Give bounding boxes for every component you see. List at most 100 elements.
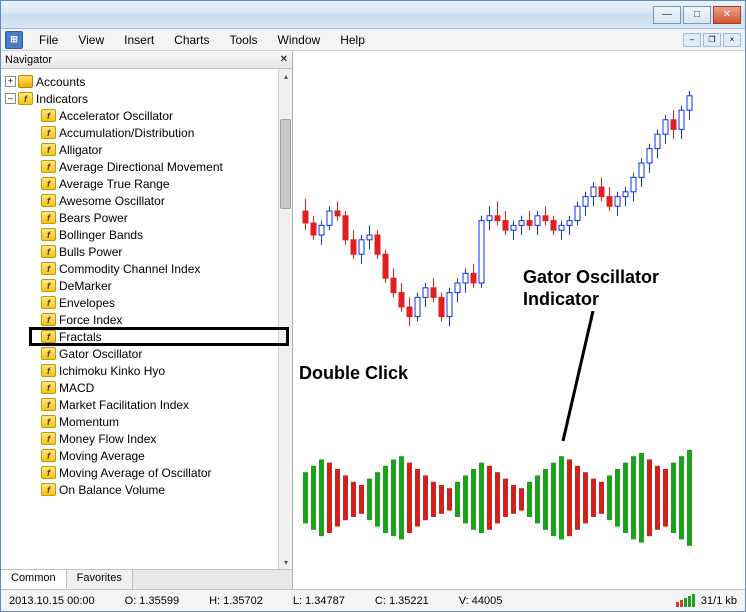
- tree-item-label: Commodity Channel Index: [59, 262, 200, 276]
- tree-item-label: Momentum: [59, 415, 119, 429]
- tree-item-envelopes[interactable]: fEnvelopes: [1, 294, 278, 311]
- indicator-icon: f: [41, 194, 56, 207]
- tree-item-momentum[interactable]: fMomentum: [1, 413, 278, 430]
- indicator-icon: f: [41, 279, 56, 292]
- maximize-button[interactable]: □: [683, 6, 711, 24]
- tree-item-awesome-oscillator[interactable]: fAwesome Oscillator: [1, 192, 278, 209]
- annotation-gator-line2: Indicator: [523, 289, 599, 310]
- close-button[interactable]: ✕: [713, 6, 741, 24]
- indicator-icon: f: [41, 143, 56, 156]
- tree-toggle-icon[interactable]: –: [5, 93, 16, 104]
- tree-item-commodity-channel-index[interactable]: fCommodity Channel Index: [1, 260, 278, 277]
- app-icon: ⊞: [5, 31, 23, 49]
- menu-charts[interactable]: Charts: [164, 30, 219, 50]
- menu-bar: ⊞ FileViewInsertChartsToolsWindowHelp – …: [1, 29, 745, 51]
- indicator-icon: f: [41, 262, 56, 275]
- status-open: O: 1.35599: [125, 595, 179, 607]
- tree-item-gator-oscillator[interactable]: fGator Oscillator: [1, 345, 278, 362]
- indicator-icon: f: [41, 449, 56, 462]
- accounts-icon: [18, 75, 33, 88]
- scroll-down-icon[interactable]: ▾: [279, 555, 292, 569]
- indicator-icon: f: [41, 313, 56, 326]
- tab-favorites[interactable]: Favorites: [67, 570, 133, 589]
- tree-item-fractals[interactable]: fFractals: [1, 328, 278, 345]
- tree-toggle-icon[interactable]: +: [5, 76, 16, 87]
- tree-item-average-true-range[interactable]: fAverage True Range: [1, 175, 278, 192]
- navigator-scrollbar[interactable]: ▴ ▾: [278, 69, 292, 569]
- indicator-icon: f: [41, 109, 56, 122]
- indicator-icon: f: [41, 296, 56, 309]
- indicator-icon: f: [41, 228, 56, 241]
- minimize-button[interactable]: —: [653, 6, 681, 24]
- tree-item-bears-power[interactable]: fBears Power: [1, 209, 278, 226]
- mdi-close-button[interactable]: ×: [723, 33, 741, 47]
- tree-item-label: Moving Average of Oscillator: [59, 466, 212, 480]
- tree-item-label: Awesome Oscillator: [59, 194, 165, 208]
- tree-item-label: Envelopes: [59, 296, 115, 310]
- tree-item-average-directional-movement[interactable]: fAverage Directional Movement: [1, 158, 278, 175]
- indicator-icon: f: [41, 432, 56, 445]
- indicator-icon: f: [41, 466, 56, 479]
- menu-view[interactable]: View: [68, 30, 114, 50]
- indicator-icon: f: [41, 398, 56, 411]
- tree-item-label: Accelerator Oscillator: [59, 109, 173, 123]
- annotation-double-click: Double Click: [299, 363, 408, 384]
- indicator-icon: f: [41, 160, 56, 173]
- indicator-icon: f: [41, 126, 56, 139]
- tree-indicators[interactable]: –fIndicators: [1, 90, 278, 107]
- menu-file[interactable]: File: [29, 30, 68, 50]
- tree-item-label: Gator Oscillator: [59, 347, 142, 361]
- tree-item-money-flow-index[interactable]: fMoney Flow Index: [1, 430, 278, 447]
- chart-area[interactable]: Double Click Gator Oscillator Indicator: [293, 51, 745, 589]
- tree-item-ichimoku-kinko-hyo[interactable]: fIchimoku Kinko Hyo: [1, 362, 278, 379]
- tree-item-force-index[interactable]: fForce Index: [1, 311, 278, 328]
- tree-accounts[interactable]: +Accounts: [1, 73, 278, 90]
- status-connection: 31/1 kb: [701, 595, 737, 607]
- mdi-controls: – ❐ ×: [681, 33, 741, 47]
- tree-item-moving-average-of-oscillator[interactable]: fMoving Average of Oscillator: [1, 464, 278, 481]
- chart-canvas: [293, 51, 745, 589]
- navigator-close-icon[interactable]: ✕: [280, 54, 288, 65]
- tree-item-bulls-power[interactable]: fBulls Power: [1, 243, 278, 260]
- tree-item-market-facilitation-index[interactable]: fMarket Facilitation Index: [1, 396, 278, 413]
- indicator-icon: f: [41, 245, 56, 258]
- tree-item-label: Indicators: [36, 92, 88, 106]
- tree-item-bollinger-bands[interactable]: fBollinger Bands: [1, 226, 278, 243]
- main-area: Navigator ✕ +Accounts–fIndicatorsfAccele…: [1, 51, 745, 589]
- annotation-gator-line1: Gator Oscillator: [523, 267, 659, 288]
- menu-help[interactable]: Help: [330, 30, 375, 50]
- indicator-icon: f: [41, 330, 56, 343]
- tree-item-label: Moving Average: [59, 449, 145, 463]
- tree-item-alligator[interactable]: fAlligator: [1, 141, 278, 158]
- tree-item-label: Average Directional Movement: [59, 160, 223, 174]
- menu-tools[interactable]: Tools: [220, 30, 268, 50]
- status-low: L: 1.34787: [293, 595, 345, 607]
- indicator-icon: f: [41, 483, 56, 496]
- navigator-tree[interactable]: +Accounts–fIndicatorsfAccelerator Oscill…: [1, 69, 278, 569]
- title-bar: — □ ✕: [1, 1, 745, 29]
- tree-item-on-balance-volume[interactable]: fOn Balance Volume: [1, 481, 278, 498]
- tree-item-moving-average[interactable]: fMoving Average: [1, 447, 278, 464]
- tree-item-accumulation-distribution[interactable]: fAccumulation/Distribution: [1, 124, 278, 141]
- tree-item-macd[interactable]: fMACD: [1, 379, 278, 396]
- tab-common[interactable]: Common: [1, 570, 67, 589]
- tree-item-demarker[interactable]: fDeMarker: [1, 277, 278, 294]
- tree-item-label: DeMarker: [59, 279, 112, 293]
- annotation-arrow: [553, 311, 633, 451]
- status-high: H: 1.35702: [209, 595, 263, 607]
- mdi-restore-button[interactable]: ❐: [703, 33, 721, 47]
- menu-window[interactable]: Window: [268, 30, 331, 50]
- scroll-thumb[interactable]: [280, 119, 291, 209]
- tree-item-label: Bollinger Bands: [59, 228, 143, 242]
- tree-item-label: Bears Power: [59, 211, 128, 225]
- mdi-minimize-button[interactable]: –: [683, 33, 701, 47]
- tree-item-label: Bulls Power: [59, 245, 122, 259]
- tree-item-label: Ichimoku Kinko Hyo: [59, 364, 165, 378]
- status-datetime: 2013.10.15 00:00: [9, 595, 95, 607]
- tree-item-label: Force Index: [59, 313, 122, 327]
- navigator-body: +Accounts–fIndicatorsfAccelerator Oscill…: [1, 69, 292, 569]
- tree-item-label: Average True Range: [59, 177, 170, 191]
- scroll-up-icon[interactable]: ▴: [279, 69, 292, 83]
- tree-item-accelerator-oscillator[interactable]: fAccelerator Oscillator: [1, 107, 278, 124]
- menu-insert[interactable]: Insert: [114, 30, 164, 50]
